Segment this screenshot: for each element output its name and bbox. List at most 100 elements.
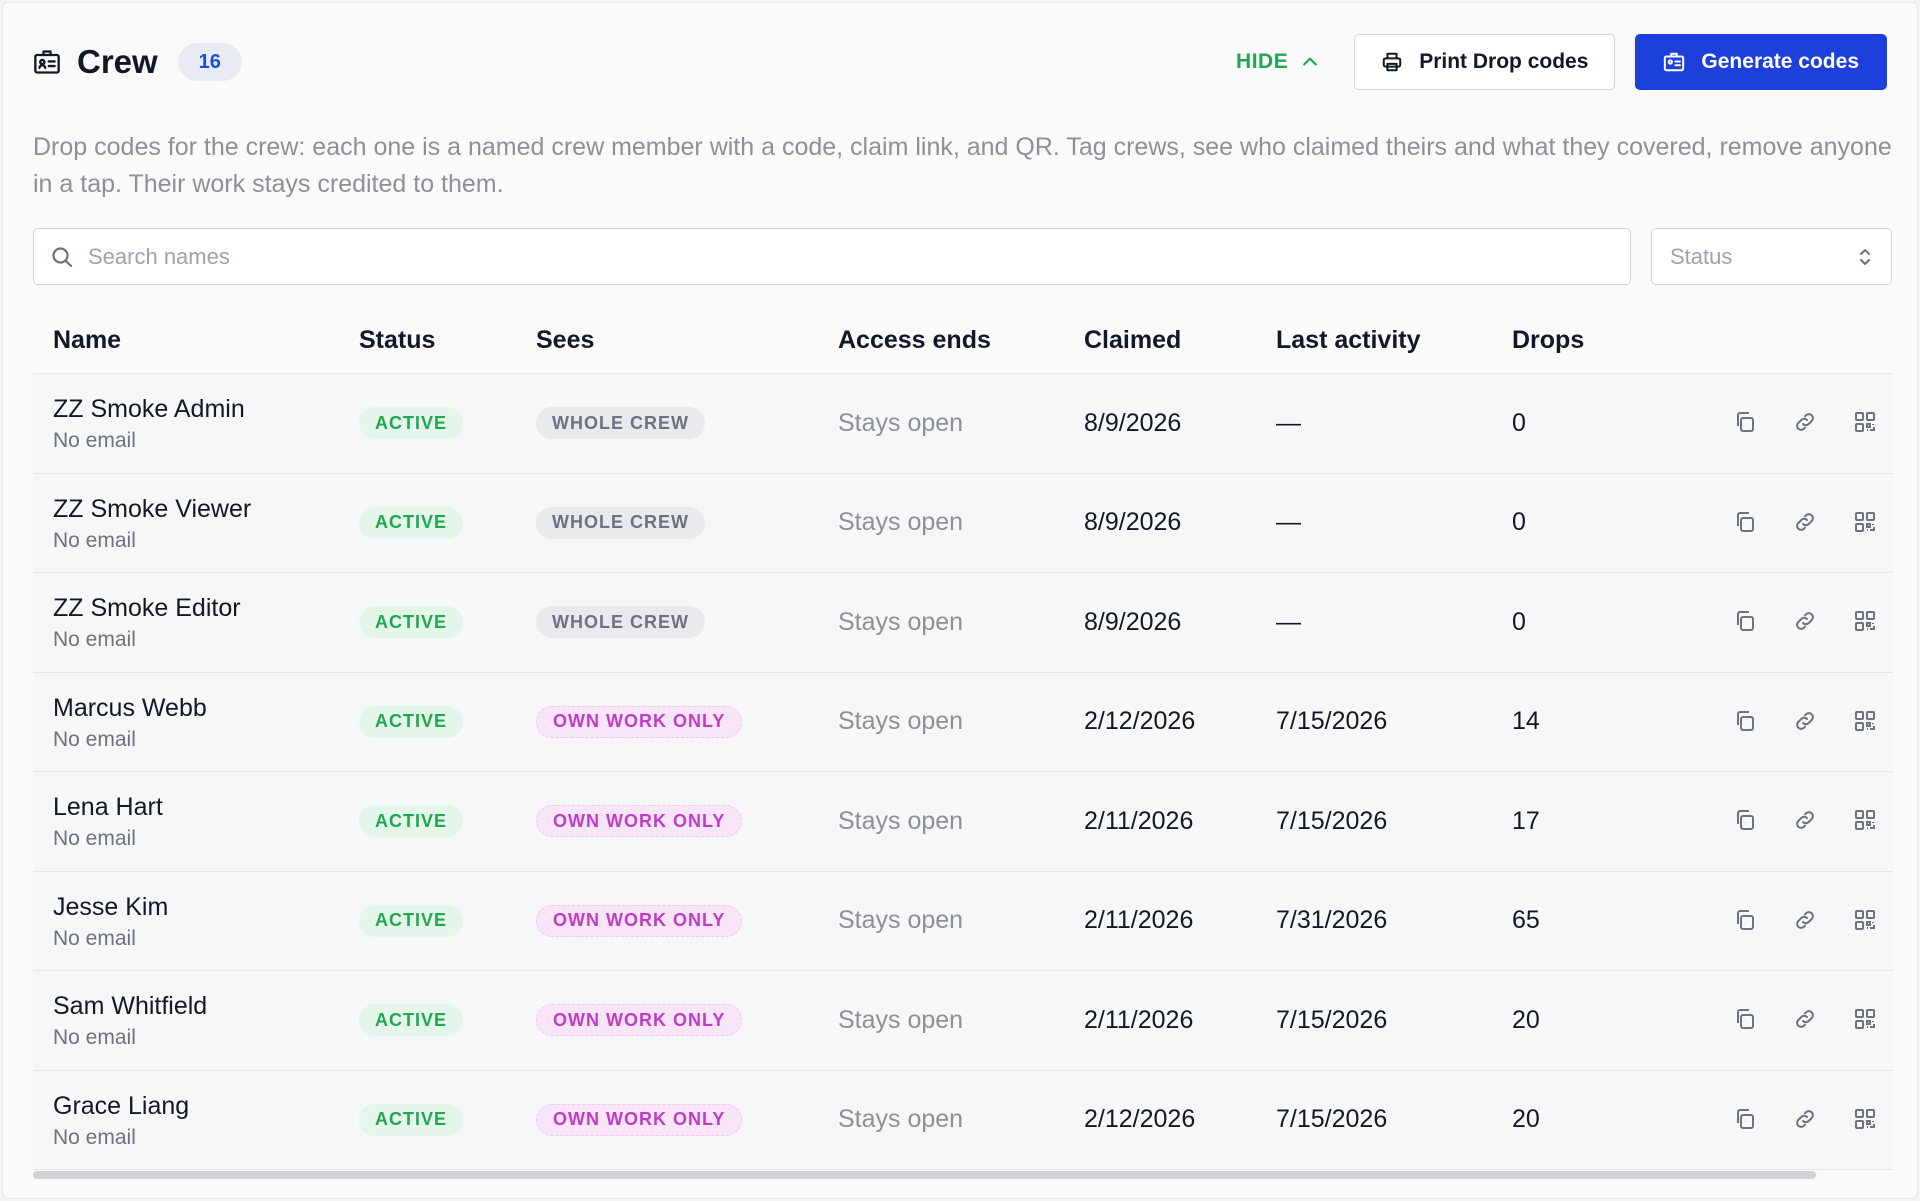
qr-code-icon[interactable]: [1853, 510, 1879, 536]
row-actions: [1733, 709, 1913, 735]
qr-code-icon[interactable]: [1853, 1007, 1879, 1033]
claimed-value: 8/9/2026: [1084, 508, 1182, 537]
table-row[interactable]: Sam Whitfield No email ACTIVE OWN WORK O…: [33, 971, 1893, 1071]
qr-code-icon[interactable]: [1853, 908, 1879, 934]
access-ends-value: Stays open: [838, 1105, 964, 1134]
generate-button-label: Generate codes: [1701, 50, 1859, 73]
drops-value: 20: [1512, 1105, 1540, 1134]
sees-badge: WHOLE CREW: [536, 606, 705, 639]
horizontal-scrollbar[interactable]: [33, 1171, 1816, 1179]
sees-cell: OWN WORK ONLY: [536, 1103, 743, 1136]
row-actions: [1733, 410, 1913, 436]
chevron-up-icon: [1303, 57, 1318, 66]
qr-code-icon[interactable]: [1853, 609, 1879, 635]
status-select-value: Status: [1670, 243, 1733, 269]
link-icon[interactable]: [1793, 510, 1819, 536]
status-badge: ACTIVE: [359, 904, 464, 937]
name-cell: ZZ Smoke Editor No email: [53, 592, 241, 652]
drops-value: 65: [1512, 906, 1540, 935]
link-icon[interactable]: [1793, 1107, 1819, 1133]
copy-icon[interactable]: [1733, 709, 1759, 735]
table-row[interactable]: Jesse Kim No email ACTIVE OWN WORK ONLY …: [33, 871, 1893, 971]
member-email: No email: [53, 1026, 136, 1050]
link-icon[interactable]: [1793, 908, 1819, 934]
last-activity-value: —: [1276, 508, 1301, 537]
member-name: ZZ Smoke Admin: [53, 395, 245, 424]
copy-icon[interactable]: [1733, 1007, 1759, 1033]
claimed-value: 2/11/2026: [1084, 806, 1194, 835]
status-badge: ACTIVE: [359, 805, 464, 838]
sees-badge: OWN WORK ONLY: [536, 1103, 743, 1136]
copy-icon[interactable]: [1733, 510, 1759, 536]
qr-code-icon[interactable]: [1853, 410, 1879, 436]
copy-icon[interactable]: [1733, 609, 1759, 635]
drops-value: 0: [1512, 508, 1526, 537]
copy-icon[interactable]: [1733, 1107, 1759, 1133]
member-email: No email: [53, 727, 136, 751]
copy-icon[interactable]: [1733, 808, 1759, 834]
link-icon[interactable]: [1793, 1007, 1819, 1033]
sees-cell: OWN WORK ONLY: [536, 904, 743, 937]
table-row[interactable]: ZZ Smoke Editor No email ACTIVE WHOLE CR…: [33, 573, 1893, 673]
qr-code-icon[interactable]: [1853, 709, 1879, 735]
status-badge: ACTIVE: [359, 407, 464, 440]
sees-badge: OWN WORK ONLY: [536, 805, 743, 838]
access-ends-value: Stays open: [838, 806, 964, 835]
link-icon[interactable]: [1793, 709, 1819, 735]
chevron-up-down-icon: [1860, 248, 1870, 265]
print-drop-codes-button[interactable]: Print Drop codes: [1354, 34, 1616, 90]
claimed-value: 2/11/2026: [1084, 1005, 1194, 1034]
row-actions: [1733, 908, 1913, 934]
search-input[interactable]: [88, 243, 1630, 270]
claimed-value: 2/12/2026: [1084, 1105, 1196, 1134]
status-badge: ACTIVE: [359, 1004, 464, 1037]
member-name: Grace Liang: [53, 1091, 190, 1120]
column-header-claimed: Claimed: [1084, 325, 1182, 354]
drops-value: 0: [1512, 408, 1526, 437]
search-field[interactable]: [33, 228, 1631, 285]
table-row[interactable]: Marcus Webb No email ACTIVE OWN WORK ONL…: [33, 672, 1893, 772]
table-row[interactable]: ZZ Smoke Viewer No email ACTIVE WHOLE CR…: [33, 473, 1893, 573]
link-icon[interactable]: [1793, 609, 1819, 635]
name-cell: Lena Hart No email: [53, 791, 163, 851]
row-actions: [1733, 609, 1913, 635]
access-ends-value: Stays open: [838, 408, 964, 437]
sees-cell: WHOLE CREW: [536, 606, 705, 639]
generate-codes-button[interactable]: Generate codes: [1635, 34, 1887, 90]
name-cell: Grace Liang No email: [53, 1090, 189, 1150]
status-cell: ACTIVE: [359, 506, 464, 539]
table-row[interactable]: Lena Hart No email ACTIVE OWN WORK ONLY …: [33, 772, 1893, 872]
sees-cell: OWN WORK ONLY: [536, 805, 743, 838]
last-activity-value: —: [1276, 607, 1301, 636]
header-actions: HIDE Print Drop codes Generate codes: [1236, 34, 1887, 90]
member-name: Sam Whitfield: [53, 992, 208, 1021]
name-cell: Marcus Webb No email: [53, 692, 207, 752]
row-actions: [1733, 1007, 1913, 1033]
member-name: Lena Hart: [53, 793, 163, 822]
claimed-value: 2/11/2026: [1084, 906, 1194, 935]
qr-code-icon[interactable]: [1853, 808, 1879, 834]
drops-value: 0: [1512, 607, 1526, 636]
qr-code-icon[interactable]: [1853, 1107, 1879, 1133]
claimed-value: 8/9/2026: [1084, 408, 1182, 437]
last-activity-value: 7/15/2026: [1276, 1105, 1388, 1134]
copy-icon[interactable]: [1733, 908, 1759, 934]
drops-value: 17: [1512, 806, 1540, 835]
table-row[interactable]: ZZ Smoke Admin No email ACTIVE WHOLE CRE…: [33, 374, 1893, 474]
name-cell: Sam Whitfield No email: [53, 990, 207, 1050]
title-group: Crew 16: [33, 43, 242, 81]
status-select[interactable]: Status: [1651, 228, 1892, 285]
drops-value: 14: [1512, 707, 1540, 736]
link-icon[interactable]: [1793, 808, 1819, 834]
name-cell: ZZ Smoke Admin No email: [53, 393, 245, 453]
copy-icon[interactable]: [1733, 410, 1759, 436]
member-name: ZZ Smoke Viewer: [53, 494, 252, 523]
row-actions: [1733, 808, 1913, 834]
link-icon[interactable]: [1793, 410, 1819, 436]
panel-header: Crew 16 HIDE Print Drop codes Generate c…: [33, 33, 1887, 91]
hide-toggle[interactable]: HIDE: [1236, 50, 1320, 74]
table-row[interactable]: Grace Liang No email ACTIVE OWN WORK ONL…: [33, 1070, 1893, 1170]
last-activity-value: 7/15/2026: [1276, 707, 1388, 736]
table-header: Name Status Sees Access ends Claimed Las…: [33, 307, 1893, 374]
